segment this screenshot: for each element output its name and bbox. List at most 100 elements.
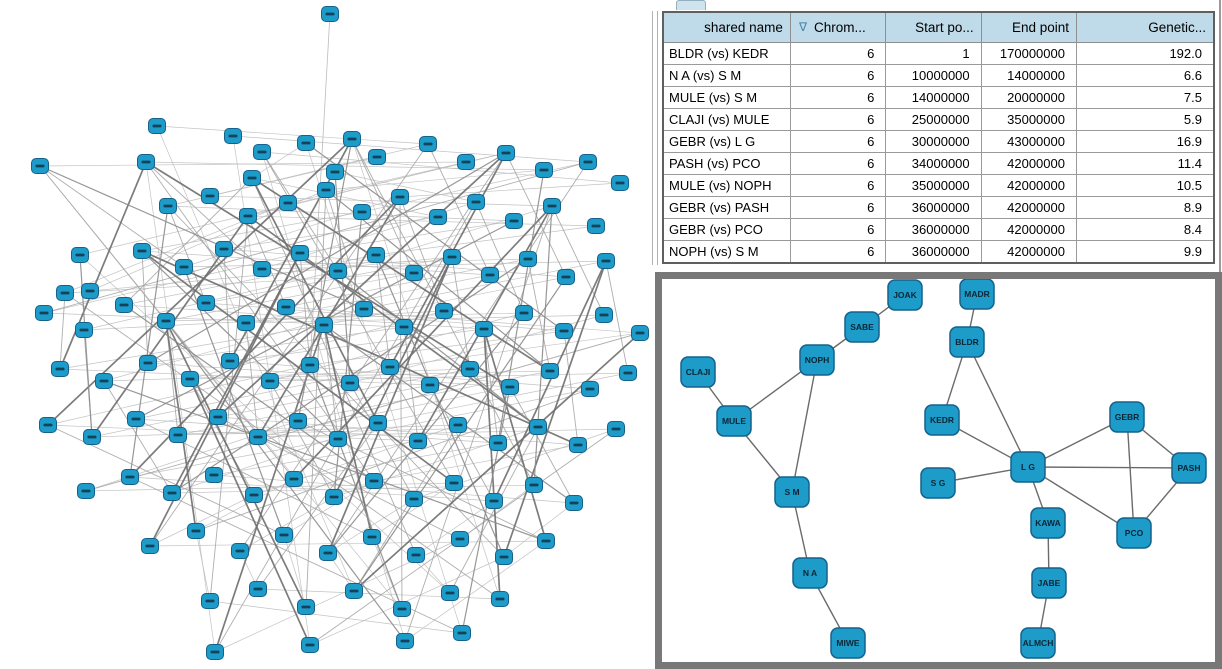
overview-node[interactable]: [491, 591, 509, 607]
cell-genetic[interactable]: 6.6: [1075, 64, 1215, 87]
detail-node-box[interactable]: [924, 404, 960, 436]
overview-node[interactable]: [277, 299, 295, 315]
overview-node[interactable]: [569, 437, 587, 453]
overview-node[interactable]: [619, 365, 637, 381]
detail-node-noph[interactable]: NOPH: [799, 344, 835, 376]
overview-node[interactable]: [595, 307, 613, 323]
cell-chromosome[interactable]: 6: [789, 130, 887, 153]
overview-node[interactable]: [461, 361, 479, 377]
detail-node-madr[interactable]: MADR: [959, 279, 995, 310]
detail-node-box[interactable]: [1030, 507, 1066, 539]
overview-node[interactable]: [505, 213, 523, 229]
overview-node[interactable]: [121, 469, 139, 485]
table-row[interactable]: N A (vs) S M 6 10000000 14000000 6.6: [662, 64, 1215, 87]
cell-start-position[interactable]: 14000000: [885, 86, 982, 109]
cell-shared-name[interactable]: GEBR (vs) PCO: [662, 218, 791, 241]
overview-node[interactable]: [71, 247, 89, 263]
cell-shared-name[interactable]: BLDR (vs) KEDR: [662, 42, 791, 65]
overview-node[interactable]: [405, 491, 423, 507]
cell-shared-name[interactable]: PASH (vs) PCO: [662, 152, 791, 175]
overview-node[interactable]: [481, 267, 499, 283]
cell-end-point[interactable]: 20000000: [980, 86, 1077, 109]
overview-node[interactable]: [325, 489, 343, 505]
overview-node[interactable]: [607, 421, 625, 437]
cell-end-point[interactable]: 42000000: [980, 240, 1077, 264]
overview-node[interactable]: [515, 305, 533, 321]
overview-node[interactable]: [611, 175, 629, 191]
cell-chromosome[interactable]: 6: [789, 42, 887, 65]
overview-node[interactable]: [245, 487, 263, 503]
overview-node[interactable]: [475, 321, 493, 337]
column-header-shared-name[interactable]: shared name: [662, 11, 791, 43]
overview-node[interactable]: [187, 523, 205, 539]
detail-node-s-g[interactable]: S G: [920, 467, 956, 499]
cell-shared-name[interactable]: CLAJI (vs) MULE: [662, 108, 791, 131]
detail-node-n-a[interactable]: N A: [792, 557, 828, 589]
overview-node[interactable]: [345, 583, 363, 599]
column-header-end-point[interactable]: End point: [980, 11, 1077, 43]
overview-node[interactable]: [285, 471, 303, 487]
overview-node[interactable]: [443, 249, 461, 265]
detail-node-jabe[interactable]: JABE: [1031, 567, 1067, 599]
overview-node[interactable]: [579, 154, 597, 170]
overview-node[interactable]: [209, 409, 227, 425]
cell-shared-name[interactable]: MULE (vs) S M: [662, 86, 791, 109]
overview-node[interactable]: [159, 198, 177, 214]
detail-network-canvas[interactable]: JOAK SABE NOPH CLAJI MULE MADR BLDR KEDR GEBR L G…: [662, 279, 1215, 662]
detail-node-box[interactable]: [1010, 451, 1046, 483]
overview-node[interactable]: [441, 585, 459, 601]
cell-end-point[interactable]: 42000000: [980, 174, 1077, 197]
overview-node[interactable]: [535, 162, 553, 178]
overview-node[interactable]: [75, 322, 93, 338]
cell-end-point[interactable]: 42000000: [980, 218, 1077, 241]
overview-node[interactable]: [141, 538, 159, 554]
overview-node[interactable]: [51, 361, 69, 377]
overview-node[interactable]: [343, 131, 361, 147]
detail-node-kawa[interactable]: KAWA: [1030, 507, 1066, 539]
overview-node[interactable]: [519, 251, 537, 267]
overview-node[interactable]: [139, 355, 157, 371]
table-row[interactable]: NOPH (vs) S M 6 36000000 42000000 9.9: [662, 240, 1215, 264]
cell-start-position[interactable]: 25000000: [885, 108, 982, 131]
detail-node-box[interactable]: [949, 326, 985, 358]
detail-node-box[interactable]: [959, 279, 995, 310]
cell-chromosome[interactable]: 6: [789, 86, 887, 109]
detail-node-box[interactable]: [1171, 452, 1207, 484]
cell-start-position[interactable]: 10000000: [885, 64, 982, 87]
cell-genetic[interactable]: 9.9: [1075, 240, 1215, 264]
table-row[interactable]: BLDR (vs) KEDR 6 1 170000000 192.0: [662, 42, 1215, 65]
overview-node[interactable]: [381, 359, 399, 375]
overview-node[interactable]: [163, 485, 181, 501]
detail-node-l-g[interactable]: L G: [1010, 451, 1046, 483]
table-row[interactable]: CLAJI (vs) MULE 6 25000000 35000000 5.9: [662, 108, 1215, 131]
cell-genetic[interactable]: 5.9: [1075, 108, 1215, 131]
overview-node[interactable]: [369, 415, 387, 431]
overview-node[interactable]: [291, 245, 309, 261]
overview-node[interactable]: [201, 188, 219, 204]
cell-end-point[interactable]: 14000000: [980, 64, 1077, 87]
overview-node[interactable]: [133, 243, 151, 259]
overview-node[interactable]: [395, 319, 413, 335]
overview-node[interactable]: [231, 543, 249, 559]
overview-node[interactable]: [355, 301, 373, 317]
overview-node[interactable]: [631, 325, 649, 341]
cell-start-position[interactable]: 34000000: [885, 152, 982, 175]
overview-node[interactable]: [175, 259, 193, 275]
table-tab[interactable]: [676, 0, 706, 10]
overview-node[interactable]: [39, 417, 57, 433]
table-row[interactable]: MULE (vs) S M 6 14000000 20000000 7.5: [662, 86, 1215, 109]
cell-chromosome[interactable]: 6: [789, 108, 887, 131]
overview-node[interactable]: [215, 241, 233, 257]
cell-start-position[interactable]: 1: [885, 42, 982, 65]
overview-node[interactable]: [587, 218, 605, 234]
detail-node-miwe[interactable]: MIWE: [830, 627, 866, 659]
cell-chromosome[interactable]: 6: [789, 218, 887, 241]
cell-start-position[interactable]: 30000000: [885, 130, 982, 153]
cell-genetic[interactable]: 11.4: [1075, 152, 1215, 175]
overview-node[interactable]: [489, 435, 507, 451]
detail-node-s-m[interactable]: S M: [774, 476, 810, 508]
overview-node[interactable]: [301, 637, 319, 653]
detail-node-mule[interactable]: MULE: [716, 405, 752, 437]
overview-node[interactable]: [237, 315, 255, 331]
detail-node-box[interactable]: [920, 467, 956, 499]
